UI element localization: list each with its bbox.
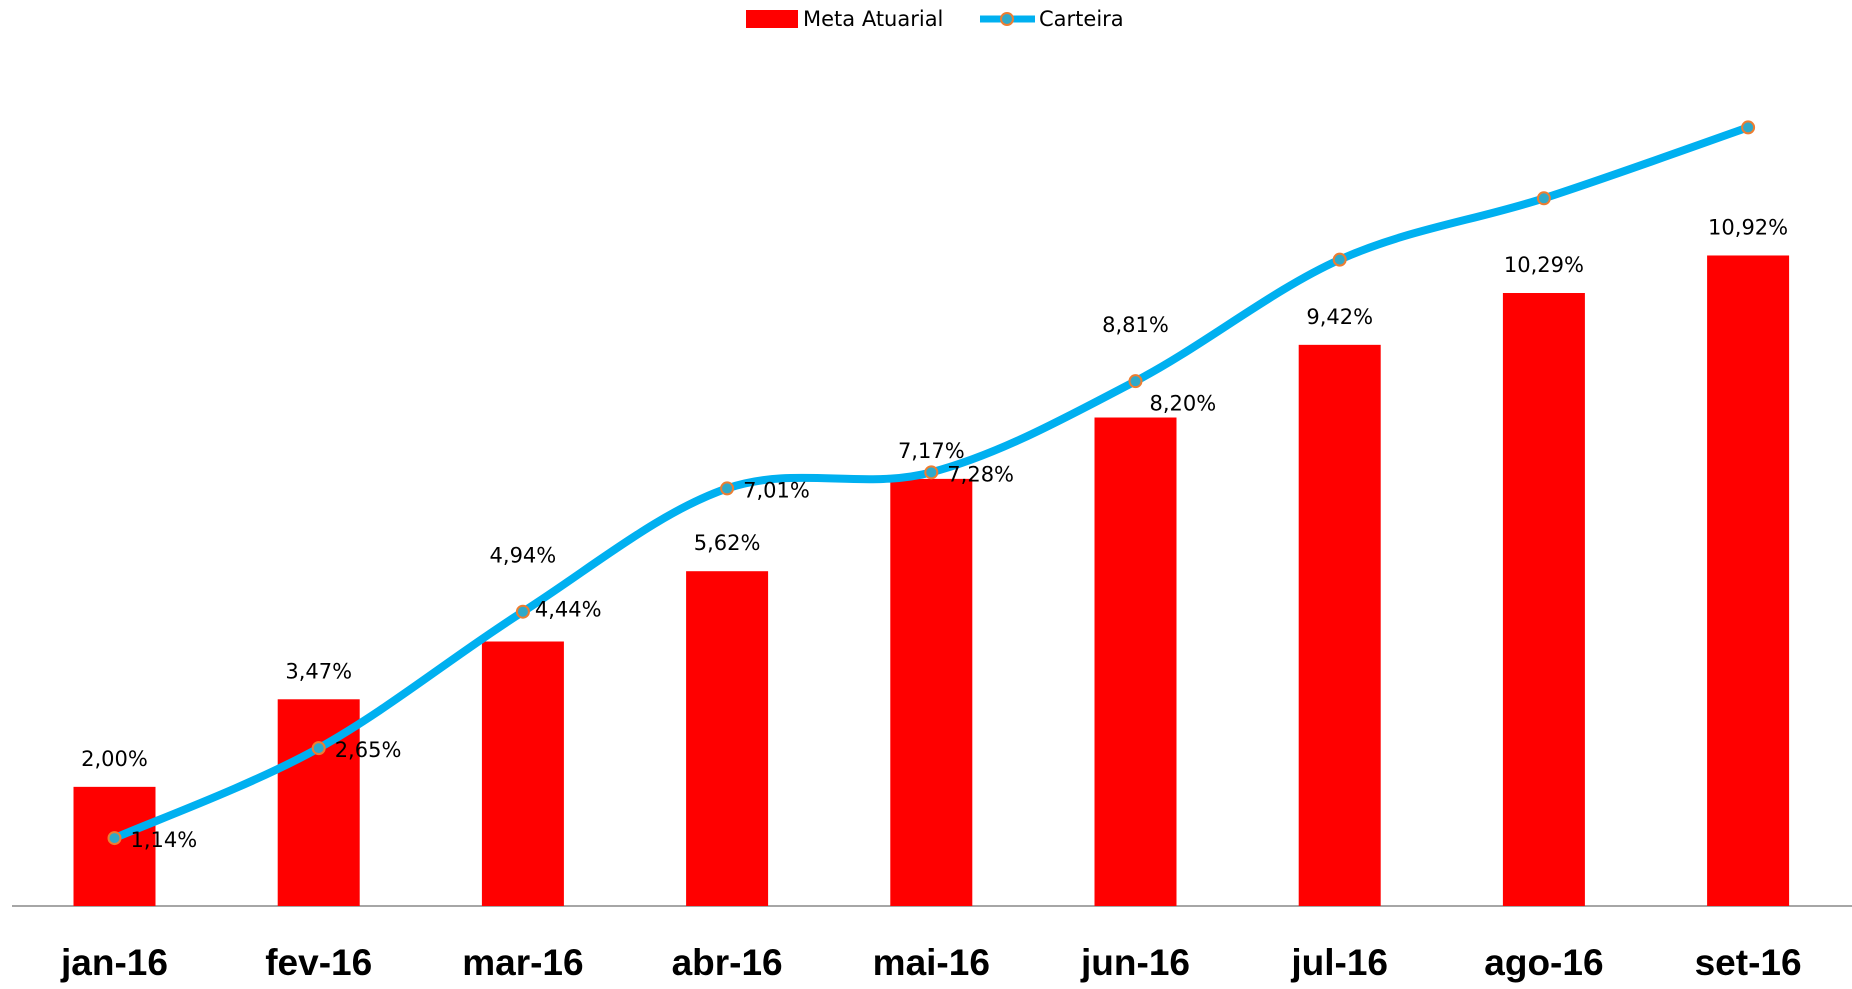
data-label: 3,47% <box>285 659 352 683</box>
data-label: 7,01% <box>743 478 810 502</box>
bar <box>1707 255 1790 907</box>
x-tick-label: ago-16 <box>1484 942 1603 983</box>
data-label: 10,92% <box>1708 215 1788 239</box>
data-label: 4,44% <box>535 598 602 622</box>
line-marker <box>515 604 530 619</box>
data-label: 5,62% <box>694 531 761 555</box>
bar <box>890 478 973 906</box>
x-tick-label: set-16 <box>1695 942 1802 983</box>
data-label: 8,20% <box>1150 392 1217 416</box>
data-label: 8,81% <box>1102 313 1169 337</box>
data-label: 1,14% <box>131 828 198 852</box>
data-label: 4,94% <box>490 544 557 568</box>
x-tick-label: jun-16 <box>1080 942 1190 983</box>
bar <box>1502 293 1585 906</box>
line-marker <box>720 481 735 496</box>
x-tick-label: mar-16 <box>462 942 583 983</box>
x-tick-label: fev-16 <box>265 942 372 983</box>
line-marker <box>1332 252 1347 267</box>
data-label: 2,00% <box>81 747 148 771</box>
data-label: 9,42% <box>1306 305 1373 329</box>
line-marker <box>107 831 122 846</box>
data-label: 2,65% <box>335 738 402 762</box>
line-marker <box>1536 191 1551 206</box>
bar <box>686 571 769 906</box>
bar <box>1094 417 1177 906</box>
bar <box>73 786 156 906</box>
legend-swatch <box>746 10 798 28</box>
bar <box>481 641 564 906</box>
x-tick-label: mai-16 <box>873 942 990 983</box>
line-marker <box>1128 374 1143 389</box>
line-marker <box>1741 120 1756 135</box>
bar <box>1298 344 1381 906</box>
x-tick-label: jul-16 <box>1290 942 1388 983</box>
line-marker <box>311 741 326 756</box>
legend-label: Meta Atuarial <box>803 7 943 31</box>
x-tick-label: abr-16 <box>672 942 783 983</box>
x-tick-label: jan-16 <box>60 942 168 983</box>
data-label: 7,17% <box>898 439 965 463</box>
data-label: 7,28% <box>947 462 1014 486</box>
data-label: 10,29% <box>1504 253 1584 277</box>
legend-marker <box>1000 12 1014 26</box>
legend-label: Carteira <box>1039 7 1124 31</box>
line-marker <box>924 465 939 480</box>
